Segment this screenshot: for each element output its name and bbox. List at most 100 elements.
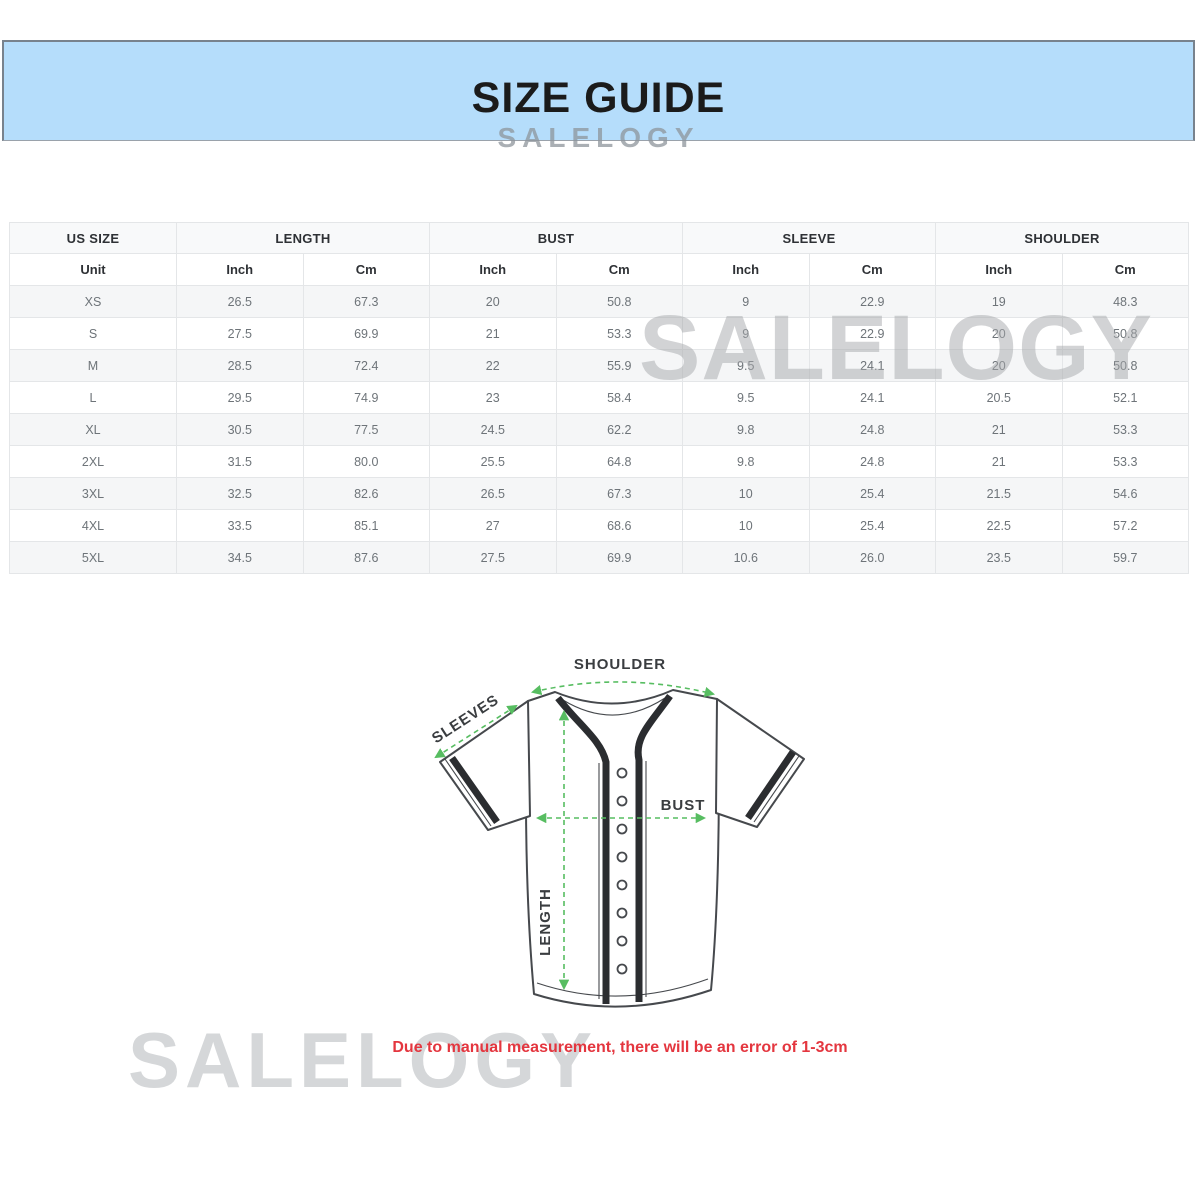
shoulder-label: SHOULDER bbox=[574, 656, 666, 673]
measurement-cell: 55.9 bbox=[555, 349, 683, 382]
measurement-cell: 34.5 bbox=[176, 541, 304, 574]
measurement-cell: 72.4 bbox=[302, 349, 430, 382]
measurement-cell: 30.5 bbox=[176, 413, 304, 446]
measurement-cell: 9.5 bbox=[682, 381, 810, 414]
measurement-cell: 53.3 bbox=[555, 317, 683, 350]
measurement-cell: 29.5 bbox=[176, 381, 304, 414]
column-header-shoulder: SHOULDER bbox=[935, 222, 1190, 254]
column-header-us-size: US SIZE bbox=[9, 222, 177, 254]
size-row: 2XL 31.5 80.0 25.5 64.8 9.8 24.8 21 53.3 bbox=[9, 445, 1190, 478]
size-row: L 29.5 74.9 23 58.4 9.5 24.1 20.5 52.1 bbox=[9, 381, 1190, 414]
column-header-sleeve: SLEEVE bbox=[681, 222, 937, 254]
measurement-cell: 21 bbox=[935, 413, 1063, 446]
measurement-cell: 25.4 bbox=[808, 509, 937, 542]
measurement-cell: 21.5 bbox=[935, 477, 1063, 510]
measurement-cell: 24.8 bbox=[808, 413, 937, 446]
measurement-cell: 24.1 bbox=[808, 381, 937, 414]
measurement-cell: 31.5 bbox=[176, 445, 304, 478]
measurement-cell: 67.3 bbox=[302, 285, 430, 318]
measurement-cell: 9.8 bbox=[682, 445, 810, 478]
size-label-cell: L bbox=[9, 381, 177, 414]
jersey-buttons bbox=[616, 767, 628, 975]
jersey-detail-lines bbox=[444, 697, 800, 999]
measurement-cell: 10 bbox=[682, 509, 810, 542]
unit-header-cell: Unit bbox=[9, 253, 177, 286]
measurement-cell: 22.9 bbox=[808, 317, 937, 350]
measurement-cell: 26.0 bbox=[808, 541, 937, 574]
measurement-cell: 74.9 bbox=[302, 381, 430, 414]
measurement-cell: 82.6 bbox=[302, 477, 430, 510]
measurement-cell: 23.5 bbox=[935, 541, 1063, 574]
measurement-cell: 67.3 bbox=[555, 477, 683, 510]
measurement-cell: 33.5 bbox=[176, 509, 304, 542]
measurement-cell: 24.8 bbox=[808, 445, 937, 478]
measurement-cell: 27.5 bbox=[429, 541, 557, 574]
measurement-cell: 25.5 bbox=[429, 445, 557, 478]
measurement-cell: 54.6 bbox=[1061, 477, 1190, 510]
measurement-cell: 77.5 bbox=[302, 413, 430, 446]
size-row: S 27.5 69.9 21 53.3 9 22.9 20 50.8 bbox=[9, 317, 1190, 350]
measurement-cell: 50.8 bbox=[555, 285, 683, 318]
measurement-cell: 26.5 bbox=[176, 285, 304, 318]
jersey-trim bbox=[449, 693, 796, 1004]
unit-header-cell: Inch bbox=[935, 253, 1063, 286]
measurement-cell: 25.4 bbox=[808, 477, 937, 510]
measurement-cell: 32.5 bbox=[176, 477, 304, 510]
size-label-cell: 2XL bbox=[9, 445, 177, 478]
measurement-cell: 85.1 bbox=[302, 509, 430, 542]
size-row: 3XL 32.5 82.6 26.5 67.3 10 25.4 21.5 54.6 bbox=[9, 477, 1190, 510]
measurement-cell: 27.5 bbox=[176, 317, 304, 350]
measurement-cell: 59.7 bbox=[1061, 541, 1190, 574]
sleeves-arrow bbox=[434, 704, 518, 759]
size-row: 4XL 33.5 85.1 27 68.6 10 25.4 22.5 57.2 bbox=[9, 509, 1190, 542]
measurement-cell: 10.6 bbox=[682, 541, 810, 574]
measurement-cell: 69.9 bbox=[555, 541, 683, 574]
column-header-length: LENGTH bbox=[176, 222, 430, 254]
measurement-cell: 26.5 bbox=[429, 477, 557, 510]
measurement-cell: 52.1 bbox=[1061, 381, 1190, 414]
size-label-cell: S bbox=[9, 317, 177, 350]
size-row: XS 26.5 67.3 20 50.8 9 22.9 19 48.3 bbox=[9, 285, 1190, 318]
measurement-cell: 50.8 bbox=[1061, 349, 1190, 382]
size-row: M 28.5 72.4 22 55.9 9.5 24.1 20 50.8 bbox=[9, 349, 1190, 382]
measurement-cell: 28.5 bbox=[176, 349, 304, 382]
size-label-cell: XS bbox=[9, 285, 177, 318]
size-row: 5XL 34.5 87.6 27.5 69.9 10.6 26.0 23.5 59.7 bbox=[9, 541, 1190, 574]
measurement-cell: 80.0 bbox=[302, 445, 430, 478]
unit-header-cell: Cm bbox=[555, 253, 683, 286]
measurement-cell: 10 bbox=[682, 477, 810, 510]
measurement-cell: 62.2 bbox=[555, 413, 683, 446]
measurement-cell: 23 bbox=[429, 381, 557, 414]
measurement-cell: 24.5 bbox=[429, 413, 557, 446]
bottom-watermark: SALELOGY bbox=[128, 1016, 598, 1104]
size-row: XL 30.5 77.5 24.5 62.2 9.8 24.8 21 53.3 bbox=[9, 413, 1190, 446]
measurement-cell: 64.8 bbox=[555, 445, 683, 478]
jersey-diagram: SHOULDER SLEEVES BUST LENGTH bbox=[429, 656, 805, 1008]
unit-header-cell: Cm bbox=[302, 253, 430, 286]
measurement-cell: 9.8 bbox=[682, 413, 810, 446]
measurement-cell: 21 bbox=[429, 317, 557, 350]
measurement-cell: 9.5 bbox=[682, 349, 810, 382]
size-table: US SIZE LENGTH BUST SLEEVE SHOULDER Unit… bbox=[9, 222, 1190, 574]
column-header-bust: BUST bbox=[429, 222, 683, 254]
measurement-cell: 22.9 bbox=[808, 285, 937, 318]
banner-watermark: SALELOGY bbox=[497, 122, 700, 153]
measurement-note: Due to manual measurement, there will be… bbox=[392, 1039, 848, 1056]
size-label-cell: XL bbox=[9, 413, 177, 446]
unit-header-cell: Inch bbox=[682, 253, 810, 286]
page-title: SIZE GUIDE bbox=[471, 74, 726, 122]
unit-header-cell: Inch bbox=[429, 253, 557, 286]
table-group-header-row: US SIZE LENGTH BUST SLEEVE SHOULDER bbox=[9, 222, 1190, 254]
measurement-cell: 24.1 bbox=[808, 349, 937, 382]
measurement-cell: 27 bbox=[429, 509, 557, 542]
size-label-cell: 3XL bbox=[9, 477, 177, 510]
bust-label: BUST bbox=[661, 797, 706, 814]
measurement-cell: 22 bbox=[429, 349, 557, 382]
measurement-cell: 19 bbox=[935, 285, 1063, 318]
measurement-cell: 9 bbox=[682, 285, 810, 318]
measurement-cell: 48.3 bbox=[1061, 285, 1190, 318]
measurement-cell: 20 bbox=[935, 317, 1063, 350]
measurement-cell: 20 bbox=[429, 285, 557, 318]
length-label: LENGTH bbox=[537, 888, 554, 956]
